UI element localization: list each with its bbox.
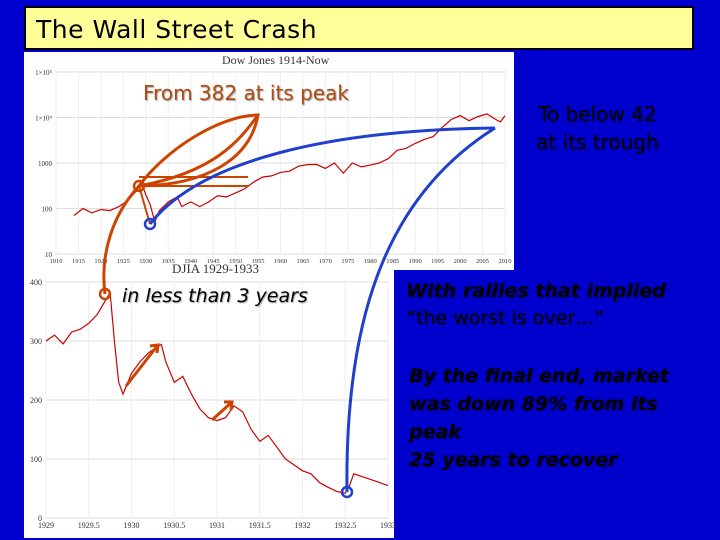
- final-line2: was down 89% from its: [409, 393, 658, 415]
- slide-title: The Wall Street Crash: [36, 15, 318, 44]
- orange-short-line: [138, 185, 151, 225]
- orange-to-bottom-peak: [102, 184, 141, 295]
- trough-callout: To below 42 at its trough: [536, 100, 659, 156]
- orange-lens-arrow: [136, 113, 260, 188]
- bottom-x-tick-label: 1931: [209, 521, 225, 530]
- bottom-y-tick-label: 200: [30, 396, 42, 405]
- top-x-tick-label: 1975: [341, 258, 354, 265]
- top-chart-title: Dow Jones 1914-Now: [222, 53, 330, 67]
- bottom-chart-title: DJIA 1929-1933: [172, 261, 260, 276]
- final-line4: 25 years to recover: [409, 449, 618, 471]
- trough-callout-line1: To below 42: [538, 102, 657, 126]
- top-x-tick-label: 2010: [499, 258, 512, 265]
- top-x-tick-label: 1915: [72, 258, 85, 265]
- rally-line1: With rallies that implied: [406, 280, 666, 302]
- bottom-x-tick-label: 1932.5: [334, 521, 356, 530]
- bottom-x-tick-label: 1932: [295, 521, 311, 530]
- years-callout: in less than 3 years: [122, 285, 308, 307]
- orange-pointer-line: [138, 114, 260, 188]
- top-y-tick-label: 1000: [38, 160, 53, 168]
- title-bar: The Wall Street Crash: [24, 6, 694, 50]
- bottom-y-tick-label: 0: [38, 514, 42, 523]
- peak-callout: From 382 at its peak: [143, 81, 349, 105]
- final-line3: peak: [409, 421, 461, 443]
- top-x-tick-label: 1950: [229, 258, 242, 265]
- top-x-tick-label: 1990: [409, 258, 422, 265]
- top-x-tick-label: 1940: [184, 258, 197, 265]
- top-x-tick-label: 1920: [94, 258, 107, 265]
- top-x-tick-label: 1970: [319, 258, 332, 265]
- bottom-y-tick-label: 100: [30, 455, 42, 464]
- top-x-tick-label: 1945: [207, 258, 220, 265]
- top-x-tick-label: 1935: [162, 258, 175, 265]
- top-x-tick-label: 1965: [296, 258, 309, 265]
- blue-curve-trough-upper: [148, 126, 496, 225]
- top-x-tick-label: 2005: [476, 258, 489, 265]
- bottom-x-tick-label: 1929: [38, 521, 54, 530]
- blue-curve-trough-lower: [345, 126, 496, 493]
- trough-callout-line2: at its trough: [536, 130, 659, 154]
- bottom-peak-marker: [98, 287, 112, 301]
- top-chart-series: [73, 113, 506, 225]
- top-x-tick-label: 1960: [274, 258, 287, 265]
- top-x-tick-label: 1985: [386, 258, 399, 265]
- bottom-x-tick-label: 1929.5: [78, 521, 100, 530]
- bottom-trough-marker: [340, 485, 354, 499]
- top-trough-marker: [143, 217, 157, 231]
- top-series-line: [73, 113, 506, 225]
- bottom-x-tick-label: 1930.5: [163, 521, 185, 530]
- top-y-tick-label: 100: [42, 206, 53, 214]
- top-x-tick-label: 1910: [50, 258, 63, 265]
- bottom-x-tick-label: 1930: [124, 521, 140, 530]
- bottom-y-tick-label: 300: [30, 337, 42, 346]
- top-chart-axes: 10 100 1000 1×10⁴ 1×10⁵ 1910 1915 1920 1925 1930 1…: [35, 69, 511, 265]
- top-y-tick-label: 1×10⁴: [35, 115, 52, 123]
- bottom-y-tick-label: 400: [30, 278, 42, 287]
- final-line1: By the final end, market: [409, 365, 669, 387]
- top-peak-marker: [132, 179, 146, 193]
- top-x-tick-label: 1925: [117, 258, 130, 265]
- top-chart-panel: [24, 52, 514, 270]
- top-x-tick-label: 1980: [364, 258, 377, 265]
- final-callout: By the final end, market was down 89% fr…: [409, 362, 669, 474]
- bottom-x-tick-label: 1933: [380, 521, 396, 530]
- top-x-tick-label: 1955: [252, 258, 265, 265]
- bottom-x-tick-label: 1931.5: [249, 521, 271, 530]
- top-x-tick-label: 1995: [431, 258, 444, 265]
- rally-arrow-2: [210, 400, 234, 422]
- top-y-tick-label: 10: [45, 251, 53, 259]
- rally-callout: With rallies that implied “the worst is …: [406, 278, 666, 332]
- top-y-tick-label: 1×10⁵: [35, 69, 52, 77]
- top-x-tick-label: 1930: [139, 258, 152, 265]
- rally-line2: “the worst is over…”: [406, 307, 604, 329]
- rally-arrow-1: [124, 343, 160, 387]
- top-x-tick-label: 2000: [454, 258, 467, 265]
